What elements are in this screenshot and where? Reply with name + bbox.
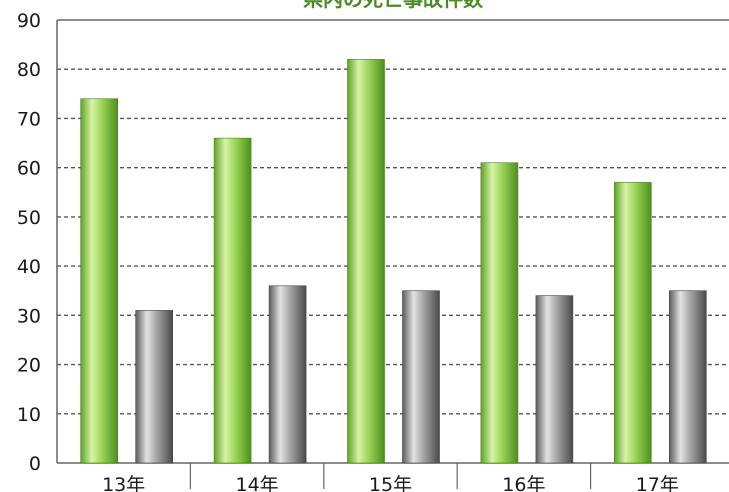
bar-2-2 xyxy=(268,285,307,464)
bar-2-1 xyxy=(135,310,173,464)
y-tick-label: 50 xyxy=(17,207,41,229)
x-tick-label: 16年 xyxy=(502,474,545,492)
y-axis-ticks: 0 10 20 30 40 50 60 70 80 90 xyxy=(17,10,41,475)
bar-2-3 xyxy=(402,290,440,464)
x-tick-label: 13年 xyxy=(102,474,145,492)
bar-1-2 xyxy=(213,137,252,464)
bar-1-5 xyxy=(613,182,652,464)
bar-2-5 xyxy=(668,290,707,464)
x-tick-label: 17年 xyxy=(636,474,679,492)
bars xyxy=(80,59,707,464)
y-tick-label: 30 xyxy=(17,305,41,327)
x-axis-ticks: 13年 14年 15年 16年 17年 xyxy=(102,463,679,492)
chart-title: 県内の死亡事故件数 xyxy=(303,0,484,11)
y-tick-label: 0 xyxy=(29,453,41,475)
bar-1-4 xyxy=(480,162,519,464)
y-tick-label: 40 xyxy=(17,256,41,278)
y-tick-label: 70 xyxy=(17,108,41,130)
y-tick-label: 90 xyxy=(17,10,41,32)
x-tick-label: 15年 xyxy=(369,474,412,492)
bar-1-1 xyxy=(80,98,118,464)
x-tick-label: 14年 xyxy=(236,474,279,492)
y-tick-label: 60 xyxy=(17,158,41,180)
y-tick-label: 20 xyxy=(17,355,41,377)
bar-1-3 xyxy=(347,59,385,464)
y-tick-label: 80 xyxy=(17,59,41,81)
y-tick-label: 10 xyxy=(17,404,41,426)
bar-2-4 xyxy=(535,295,574,464)
